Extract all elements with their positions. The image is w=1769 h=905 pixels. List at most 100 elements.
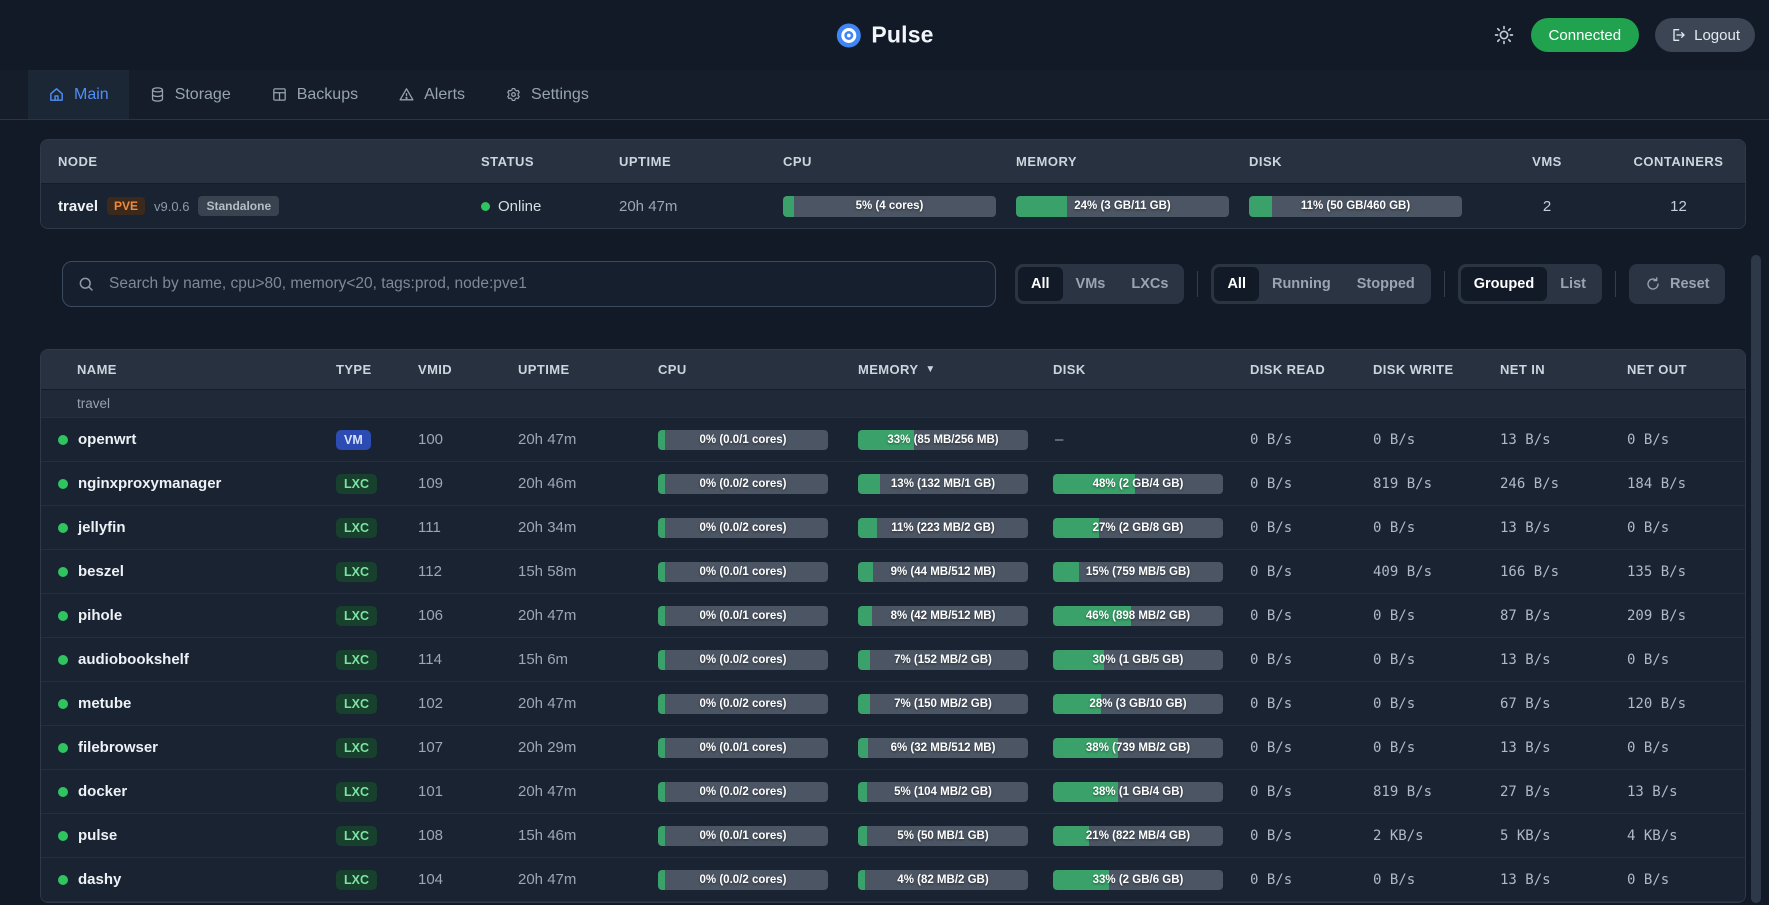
guest-row-docker[interactable]: dockerLXC10120h 47m0% (0.0/2 cores)5% (1… — [41, 770, 1745, 814]
col-header-disk-write[interactable]: DISK WRITE — [1373, 362, 1500, 377]
guest-row-audiobookshelf[interactable]: audiobookshelfLXC11415h 6m0% (0.0/2 core… — [41, 638, 1745, 682]
node-containers-count: 12 — [1612, 198, 1745, 215]
disk-write-cell: 0 B/s — [1373, 652, 1500, 668]
connected-status-button[interactable]: Connected — [1531, 18, 1640, 52]
guest-uptime: 15h 58m — [518, 563, 658, 580]
node-col-header-uptime[interactable]: UPTIME — [619, 154, 783, 169]
toolbar-divider — [1444, 271, 1445, 297]
node-uptime: 20h 47m — [619, 198, 783, 215]
cpu-usage-bar: 0% (0.0/1 cores) — [658, 430, 828, 450]
tab-main[interactable]: Main — [28, 70, 129, 119]
cpu-usage-bar: 0% (0.0/2 cores) — [658, 474, 828, 494]
disk-usage-bar: 11% (50 GB/460 GB) — [1249, 196, 1462, 217]
type-badge-lxc: LXC — [336, 782, 377, 802]
tab-backups[interactable]: Backups — [251, 70, 378, 119]
node-group-row[interactable]: travel — [41, 390, 1745, 418]
guest-table-header: NAMETYPEVMIDUPTIMECPUMEMORY▼DISKDISK REA… — [41, 350, 1745, 390]
net-out-cell: 13 B/s — [1627, 784, 1745, 800]
guest-uptime: 20h 47m — [518, 871, 658, 888]
net-out-cell: 0 B/s — [1627, 740, 1745, 756]
filter-option-all[interactable]: All — [1018, 267, 1063, 301]
node-col-header-containers[interactable]: CONTAINERS — [1612, 154, 1745, 169]
guest-row-jellyfin[interactable]: jellyfinLXC11120h 34m0% (0.0/2 cores)11%… — [41, 506, 1745, 550]
guest-vmid: 107 — [418, 739, 518, 756]
theme-toggle-sun-icon[interactable] — [1493, 24, 1515, 46]
guest-table-body: openwrtVM10020h 47m0% (0.0/1 cores)33% (… — [41, 418, 1745, 902]
tab-settings[interactable]: Settings — [485, 70, 609, 119]
pve-badge: PVE — [107, 197, 145, 215]
col-header-net-out[interactable]: NET OUT — [1627, 362, 1745, 377]
guest-type-cell: LXC — [336, 826, 418, 846]
node-col-header-cpu[interactable]: CPU — [783, 154, 1016, 169]
guest-row-filebrowser[interactable]: filebrowserLXC10720h 29m0% (0.0/1 cores)… — [41, 726, 1745, 770]
node-cpu-cell: 5% (4 cores) — [783, 196, 1016, 217]
filter-option-stopped[interactable]: Stopped — [1344, 267, 1428, 301]
guest-name-cell: docker — [41, 783, 336, 800]
tab-label: Storage — [175, 86, 231, 104]
col-header-vmid[interactable]: VMID — [418, 362, 518, 377]
guest-row-dashy[interactable]: dashyLXC10420h 47m0% (0.0/2 cores)4% (82… — [41, 858, 1745, 902]
tab-alerts[interactable]: Alerts — [378, 70, 485, 119]
guest-row-pihole[interactable]: piholeLXC10620h 47m0% (0.0/1 cores)8% (4… — [41, 594, 1745, 638]
net-out-cell: 209 B/s — [1627, 608, 1745, 624]
node-col-header-memory[interactable]: MEMORY — [1016, 154, 1249, 169]
col-header-type[interactable]: TYPE — [336, 362, 418, 377]
col-header-disk[interactable]: DISK — [1053, 362, 1250, 377]
node-name-cell: travel PVE v9.0.6 Standalone — [41, 196, 481, 216]
guest-row-metube[interactable]: metubeLXC10220h 47m0% (0.0/2 cores)7% (1… — [41, 682, 1745, 726]
memory-usage-bar: 24% (3 GB/11 GB) — [1016, 196, 1229, 217]
col-header-net-in[interactable]: NET IN — [1500, 362, 1627, 377]
col-header-uptime[interactable]: UPTIME — [518, 362, 658, 377]
memory-cell: 11% (223 MB/2 GB) — [858, 518, 1053, 538]
node-disk-cell: 11% (50 GB/460 GB) — [1249, 196, 1482, 217]
filter-option-lxcs[interactable]: LXCs — [1118, 267, 1181, 301]
memory-usage-bar: 8% (42 MB/512 MB) — [858, 606, 1028, 626]
net-out-cell: 0 B/s — [1627, 872, 1745, 888]
guest-name-cell: dashy — [41, 871, 336, 888]
logout-button[interactable]: Logout — [1655, 18, 1755, 52]
net-in-cell: 13 B/s — [1500, 872, 1627, 888]
guest-name-cell: openwrt — [41, 431, 336, 448]
disk-read-cell: 0 B/s — [1250, 432, 1373, 448]
running-status-dot — [58, 699, 68, 709]
node-col-header-status[interactable]: STATUS — [481, 154, 619, 169]
node-row[interactable]: travel PVE v9.0.6 Standalone Online 20h … — [41, 184, 1745, 228]
running-status-dot — [58, 875, 68, 885]
guest-row-openwrt[interactable]: openwrtVM10020h 47m0% (0.0/1 cores)33% (… — [41, 418, 1745, 462]
disk-write-cell: 0 B/s — [1373, 520, 1500, 536]
filter-option-vms[interactable]: VMs — [1063, 267, 1119, 301]
toolbar-divider — [1615, 271, 1616, 297]
disk-write-cell: 409 B/s — [1373, 564, 1500, 580]
guest-row-pulse[interactable]: pulseLXC10815h 46m0% (0.0/1 cores)5% (50… — [41, 814, 1745, 858]
guest-vmid: 101 — [418, 783, 518, 800]
reset-button[interactable]: Reset — [1629, 264, 1726, 304]
node-col-header-disk[interactable]: DISK — [1249, 154, 1482, 169]
disk-read-cell: 0 B/s — [1250, 740, 1373, 756]
guest-row-nginxproxymanager[interactable]: nginxproxymanagerLXC10920h 46m0% (0.0/2 … — [41, 462, 1745, 506]
search-input[interactable] — [62, 261, 996, 307]
memory-cell: 9% (44 MB/512 MB) — [858, 562, 1053, 582]
guest-uptime: 20h 29m — [518, 739, 658, 756]
vertical-scrollbar[interactable] — [1751, 255, 1761, 903]
node-col-header-vms[interactable]: VMS — [1482, 154, 1612, 169]
node-col-header-node[interactable]: NODE — [41, 154, 481, 169]
filter-option-all[interactable]: All — [1214, 267, 1259, 301]
disk-cell: 15% (759 MB/5 GB) — [1053, 562, 1250, 582]
tab-storage[interactable]: Storage — [129, 70, 251, 119]
app-brand: Pulse — [835, 22, 933, 49]
filter-option-grouped[interactable]: Grouped — [1461, 267, 1547, 301]
cpu-cell: 0% (0.0/1 cores) — [658, 826, 858, 846]
col-header-memory[interactable]: MEMORY▼ — [858, 362, 1053, 377]
database-icon — [149, 86, 166, 103]
guest-row-beszel[interactable]: beszelLXC11215h 58m0% (0.0/1 cores)9% (4… — [41, 550, 1745, 594]
guest-type-cell: LXC — [336, 606, 418, 626]
search-icon — [77, 275, 95, 293]
col-header-cpu[interactable]: CPU — [658, 362, 858, 377]
filter-option-list[interactable]: List — [1547, 267, 1599, 301]
guest-uptime: 20h 34m — [518, 519, 658, 536]
disk-write-cell: 0 B/s — [1373, 608, 1500, 624]
col-header-name[interactable]: NAME — [41, 362, 336, 377]
filter-option-running[interactable]: Running — [1259, 267, 1344, 301]
disk-read-cell: 0 B/s — [1250, 652, 1373, 668]
col-header-disk-read[interactable]: DISK READ — [1250, 362, 1373, 377]
